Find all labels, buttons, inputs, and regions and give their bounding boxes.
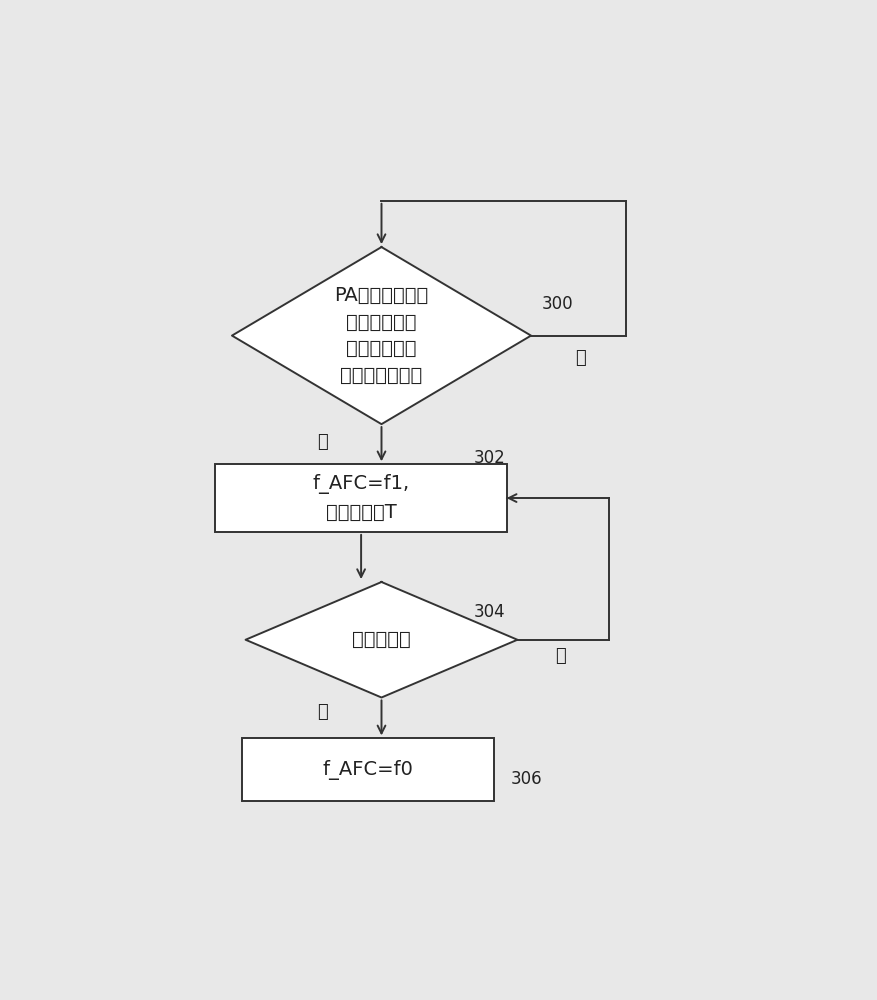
Text: PA相邻时隙发射
功率的增加值
是否超过预设
的功率切换门限: PA相邻时隙发射 功率的增加值 是否超过预设 的功率切换门限	[334, 286, 429, 385]
Text: 定时器复位: 定时器复位	[353, 630, 410, 649]
Text: 300: 300	[541, 295, 573, 313]
Text: 302: 302	[474, 449, 505, 467]
Text: 是: 是	[317, 433, 328, 451]
Text: 否: 否	[575, 349, 586, 367]
Text: 否: 否	[555, 647, 566, 665]
Polygon shape	[232, 247, 531, 424]
Polygon shape	[246, 582, 517, 698]
Text: 306: 306	[510, 770, 542, 788]
Text: f_AFC=f0: f_AFC=f0	[323, 760, 413, 780]
Bar	[215, 464, 507, 532]
Bar	[242, 738, 494, 801]
Text: 是: 是	[317, 703, 328, 721]
Text: f_AFC=f1,
启动定时器T: f_AFC=f1, 启动定时器T	[312, 474, 410, 522]
Text: 304: 304	[474, 603, 505, 621]
